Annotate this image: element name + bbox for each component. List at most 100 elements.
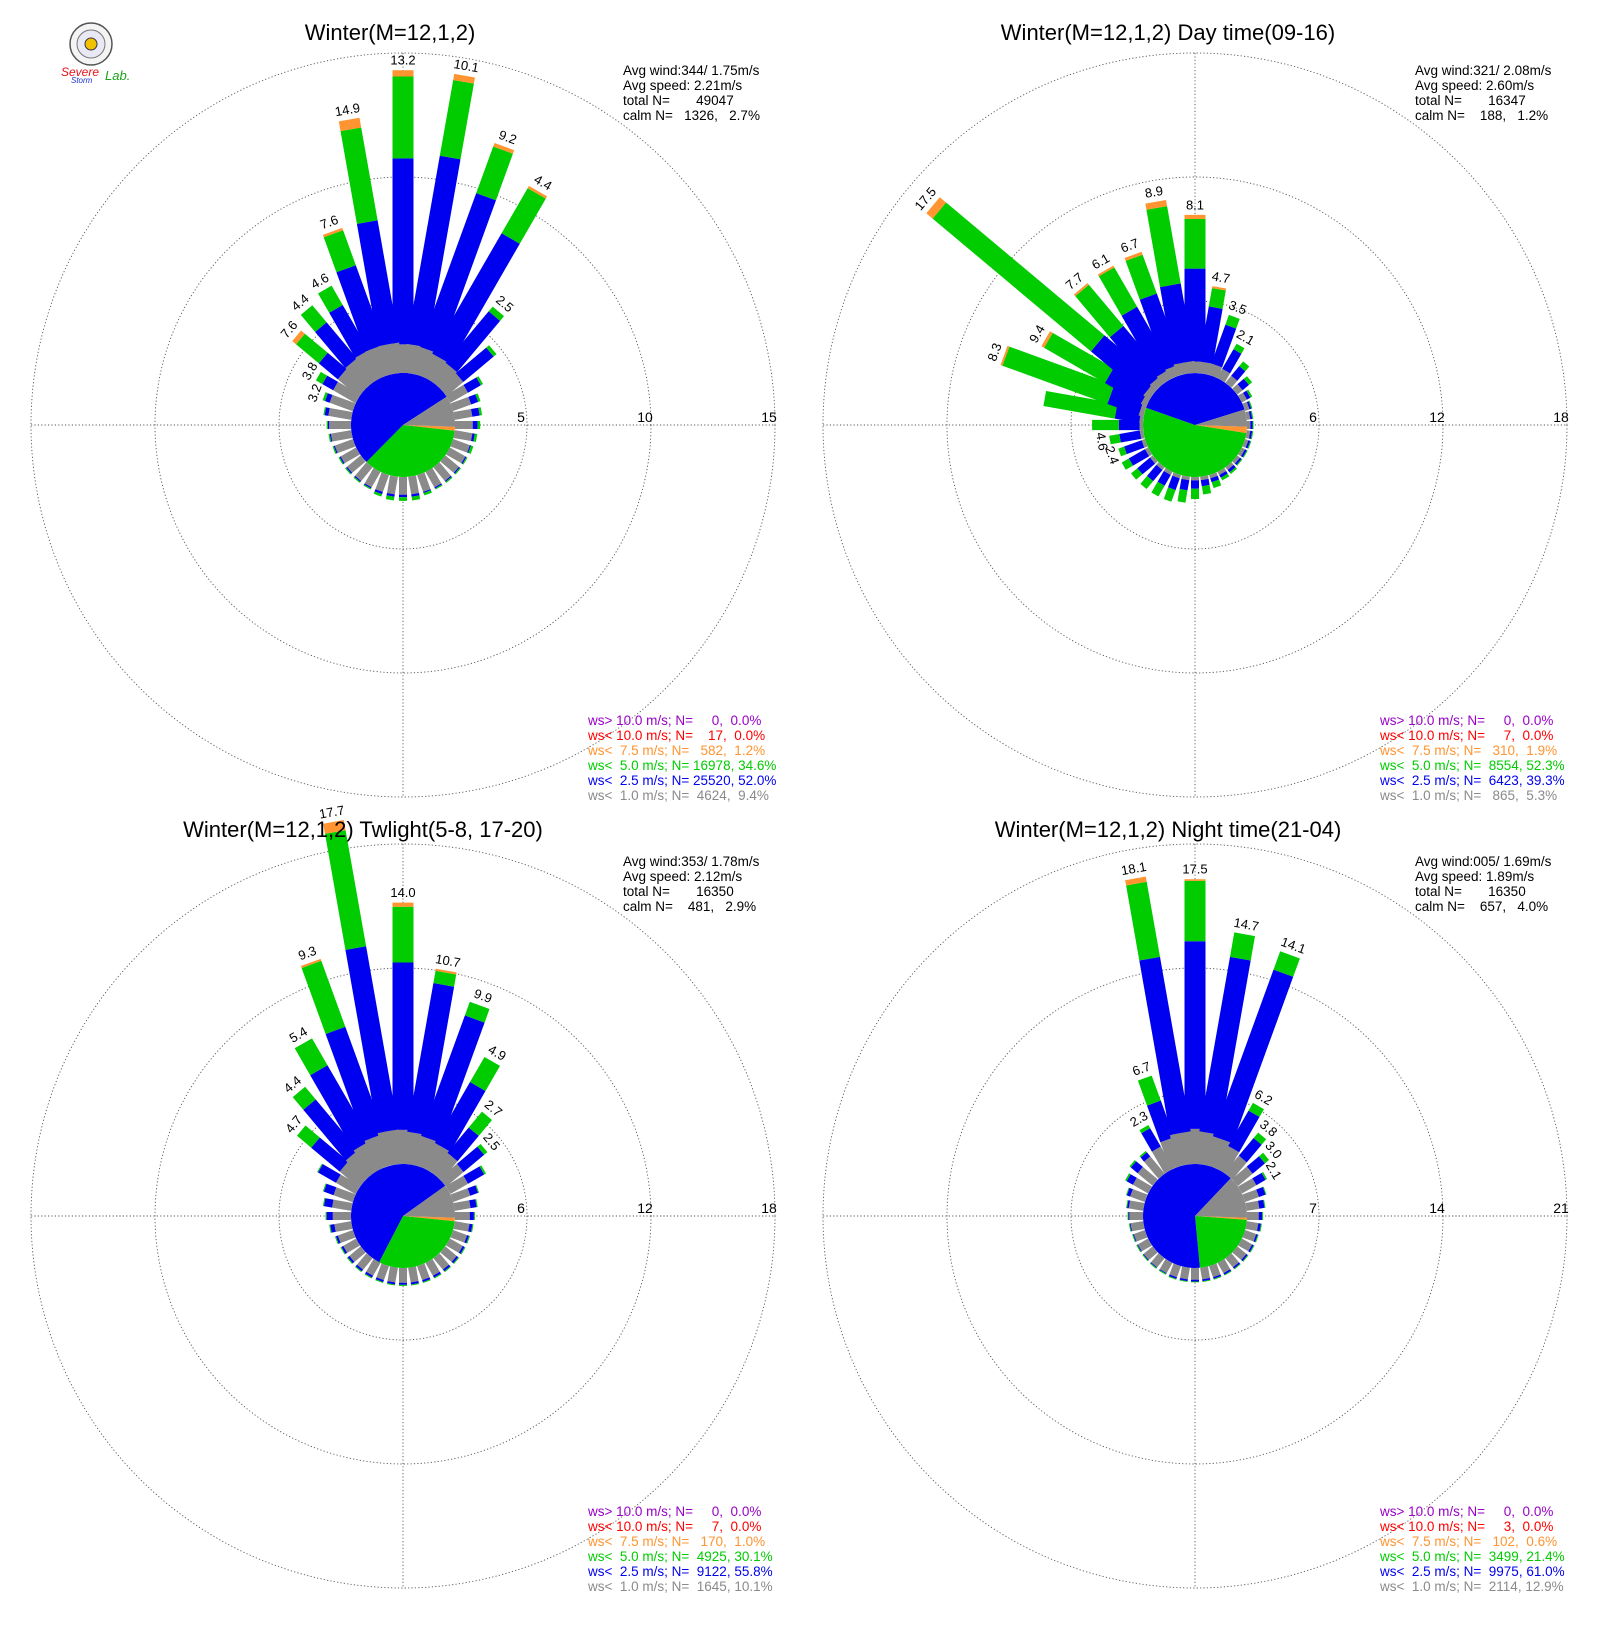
wind-bar-gray <box>1159 1259 1173 1274</box>
wind-bar-green <box>364 1273 372 1279</box>
wind-bar-green <box>1250 431 1254 440</box>
wind-bar-gray <box>1181 475 1190 481</box>
wind-bar-green <box>1191 1281 1199 1283</box>
wind-bar-green <box>386 1283 395 1286</box>
wind-bar-blue <box>318 1164 341 1183</box>
wind-bar-blue <box>1124 440 1145 455</box>
wind-bar-green <box>1229 467 1237 474</box>
wind-bar-green <box>322 392 328 402</box>
wind-bar-gray <box>431 1152 458 1181</box>
wind-bar-gray <box>1217 368 1231 383</box>
stat-avg-speed: Avg speed: 1.89m/s <box>1415 869 1534 884</box>
wind-bar-blue <box>463 377 481 393</box>
legend-entry: ws> 10.0 m/s; N= 0, 0.0% <box>1379 1504 1553 1519</box>
wind-bar-blue <box>1232 1262 1241 1269</box>
wind-bar-gray <box>1209 472 1218 479</box>
wind-bar-blue <box>345 946 399 1133</box>
wind-bar-gray <box>332 1199 353 1211</box>
wind-bar-gray <box>1232 1246 1247 1260</box>
wind-bar-green <box>423 490 432 496</box>
wind-bar-gray <box>1217 1259 1231 1274</box>
grid-ring <box>278 1091 528 1341</box>
wind-bar-blue <box>1246 401 1252 410</box>
wind-bar-gray <box>375 472 389 492</box>
wind-bar-gray <box>1137 1166 1158 1186</box>
stat-avg-wind: Avg wind:005/ 1.69m/s <box>1415 854 1552 869</box>
wind-bar-gray <box>335 1174 361 1195</box>
wind-bar-gray <box>1215 1145 1240 1175</box>
bar-percent-label: 2.4 <box>1102 444 1122 466</box>
wind-bar-gray <box>1139 429 1145 439</box>
wind-bar-green <box>340 1247 346 1255</box>
legend-entry: ws< 2.5 m/s; N= 6423, 39.3% <box>1379 773 1565 788</box>
wind-bar-gray <box>334 1221 353 1232</box>
wind-bar-green <box>1243 376 1253 385</box>
wind-bar-green <box>346 1257 353 1264</box>
wind-bar-blue <box>1243 390 1251 400</box>
wind-bar-blue <box>420 193 496 355</box>
wind-bar-blue <box>1179 478 1190 491</box>
wind-bar-gray <box>1224 1155 1247 1180</box>
wind-bar-gray <box>453 1200 471 1211</box>
wind-bar-blue <box>434 1082 486 1152</box>
wind-bar-blue <box>399 494 407 498</box>
legend-entry: ws> 10.0 m/s; N= 0, 0.0% <box>587 1504 761 1519</box>
wind-bar-gray <box>1238 1238 1253 1252</box>
wind-bar-blue <box>471 407 480 417</box>
wind-bar-gray <box>419 353 451 386</box>
wind-bar-green <box>1191 488 1199 499</box>
wind-bar-green <box>1252 421 1254 429</box>
wind-bar-blue <box>1231 366 1246 381</box>
wind-bar-gray <box>450 439 470 453</box>
wind-bar-blue <box>1141 1128 1161 1152</box>
wind-bar-blue <box>410 1281 419 1285</box>
wind-bar-blue <box>356 220 400 347</box>
wind-bar-blue <box>1121 306 1173 377</box>
wind-bar-green <box>1201 485 1212 495</box>
wind-bar-green <box>1098 267 1138 316</box>
stat-avg-wind: Avg wind:353/ 1.78m/s <box>623 854 760 869</box>
wind-bar-blue <box>1248 1244 1254 1253</box>
wind-bar-blue <box>1159 1269 1167 1274</box>
wind-bar-green <box>454 467 461 475</box>
grid-ring <box>30 843 776 1589</box>
wind-bar-gray <box>330 430 353 442</box>
wind-bar-green <box>1125 1173 1131 1182</box>
wind-bar-green <box>476 146 513 201</box>
wind-bar-green <box>478 407 483 416</box>
stat-total: total N= 16347 <box>1415 93 1526 108</box>
wind-bar-gray <box>417 472 431 492</box>
wind-bar-green <box>470 1057 500 1091</box>
stat-calm: calm N= 188, 1.2% <box>1415 108 1548 123</box>
wind-bar-green <box>1151 481 1165 497</box>
wind-bar-green <box>422 1279 431 1283</box>
wind-bar-gray <box>1242 1230 1257 1242</box>
logo-text-lab: Lab. <box>105 68 130 83</box>
wind-bar-green <box>1131 468 1143 480</box>
wind-bar-blue <box>1179 1278 1188 1282</box>
wind-bar-gray <box>440 455 459 473</box>
bar-percent-label: 17.5 <box>1182 862 1207 877</box>
wind-bar-blue <box>1238 1138 1262 1163</box>
wind-bar-gray <box>1173 360 1197 376</box>
wind-bar-gray <box>455 1212 470 1220</box>
wind-bar-blue <box>1132 1234 1137 1242</box>
wind-bar-blue <box>1147 1100 1175 1143</box>
calm-disc-gray <box>1195 409 1248 427</box>
wind-bar-blue <box>451 1255 459 1264</box>
ring-label: 6 <box>517 1200 525 1216</box>
wind-bar-blue <box>467 1185 479 1196</box>
wind-bar-gray <box>337 368 368 397</box>
wind-bar-blue <box>386 493 395 497</box>
wind-bar-green <box>453 1257 460 1264</box>
wind-bar-gray <box>408 1266 419 1283</box>
wind-bar-green <box>294 1038 328 1076</box>
wind-bar-blue <box>1137 457 1156 475</box>
wind-bar-blue <box>471 433 475 442</box>
wind-bar-green <box>460 1247 466 1255</box>
wind-bar-orange <box>435 968 457 975</box>
wind-bar-green <box>1259 1152 1269 1164</box>
wind-bar-orange <box>926 197 947 219</box>
wind-bar-blue <box>432 1271 441 1278</box>
wind-bar-green <box>1126 1200 1129 1209</box>
